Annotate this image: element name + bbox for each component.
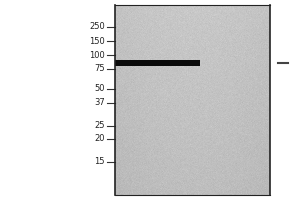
Bar xyxy=(115,60,200,66)
Text: 150: 150 xyxy=(89,37,105,46)
Text: 250: 250 xyxy=(89,22,105,31)
Text: 100: 100 xyxy=(89,51,105,60)
Text: 37: 37 xyxy=(94,98,105,107)
Text: kDa: kDa xyxy=(93,0,111,1)
Text: 75: 75 xyxy=(94,64,105,73)
Text: 20: 20 xyxy=(94,134,105,143)
Text: 50: 50 xyxy=(94,84,105,93)
Text: 25: 25 xyxy=(94,121,105,130)
Text: 15: 15 xyxy=(94,157,105,166)
